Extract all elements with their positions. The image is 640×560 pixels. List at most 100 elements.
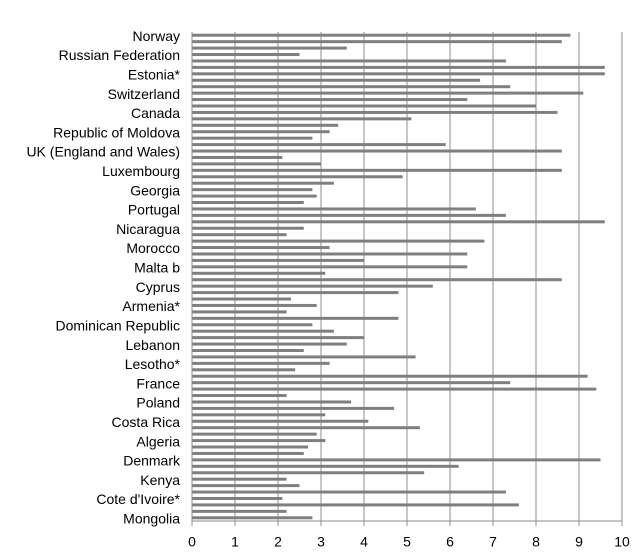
bar [192,316,399,320]
y-tick-label: Cyprus [136,279,180,295]
y-tick-label: Armenia* [122,298,180,314]
bar [192,104,536,108]
bar [192,303,317,307]
bar [192,348,304,352]
x-tick-label: 7 [489,534,497,550]
bar [192,40,562,44]
bar [192,432,317,436]
bar [192,143,446,147]
bar [192,33,571,37]
x-tick-label: 1 [231,534,239,550]
bar [192,91,584,95]
bar [192,284,433,288]
y-tick-label: Nicaragua [116,221,180,237]
bar [192,477,287,481]
bar [192,207,476,211]
bar [192,496,283,500]
bar [192,252,468,256]
bar [192,342,347,346]
bar [192,155,283,159]
y-tick-label: Malta b [134,260,180,276]
bar [192,149,562,153]
bar [192,445,309,449]
bar [192,400,352,404]
bar [192,72,605,76]
bar [192,110,558,114]
x-tick-label: 10 [614,534,630,550]
bar [192,310,287,314]
bar [192,239,485,243]
y-tick-label: Mongolia [123,510,180,526]
x-tick-label: 3 [317,534,325,550]
bar [192,213,506,217]
bar [192,59,506,63]
x-tick-label: 5 [403,534,411,550]
bar [192,323,313,327]
bar [192,162,321,166]
bar [192,46,347,50]
bar [192,484,300,488]
bar [192,471,425,475]
bar [192,503,519,507]
bar [192,355,416,359]
x-tick-label: 4 [360,534,368,550]
y-tick-label: Lesotho* [125,356,181,372]
bar [192,419,369,423]
x-tick-label: 0 [188,534,196,550]
bar [192,85,511,89]
bar [192,168,562,172]
bar [192,188,313,192]
bar [192,361,330,365]
y-tick-label: Costa Rica [112,414,181,430]
bar [192,439,326,443]
bar [192,117,412,121]
bar [192,381,511,385]
bar [192,394,287,398]
bar [192,136,313,140]
x-tick-label: 8 [532,534,540,550]
bar [192,130,330,134]
y-tick-label: Russian Federation [59,47,180,63]
x-tick-label: 2 [274,534,282,550]
y-tick-label: Estonia* [128,67,181,83]
bar [192,374,588,378]
bar [192,329,334,333]
y-tick-label: Poland [136,395,180,411]
bar [192,258,364,262]
bar [192,271,326,275]
bar [192,65,605,69]
bar [192,53,300,57]
y-tick-label: Kenya [140,472,180,488]
y-tick-label: Dominican Republic [55,317,180,333]
bar [192,451,304,455]
y-tick-label: Norway [133,28,180,44]
y-tick-label: Switzerland [108,86,180,102]
bar [192,246,330,250]
bar [192,181,334,185]
y-tick-label: UK (England and Wales) [26,144,180,160]
y-tick-label: Morocco [126,240,180,256]
bar [192,509,287,513]
bar [192,123,339,127]
bar [192,233,287,237]
bar [192,406,395,410]
bar [192,413,326,417]
bar [192,78,481,82]
bar [192,278,562,282]
y-tick-label: Republic of Moldova [53,124,180,140]
bar [192,226,304,230]
bar [192,516,313,520]
bar [192,368,296,372]
y-tick-label: Cote d'Ivoire* [96,491,180,507]
y-tick-label: Georgia [130,182,180,198]
y-tick-label: Canada [131,105,180,121]
y-tick-label: Portugal [128,202,180,218]
bar [192,175,403,179]
bar [192,458,601,462]
bar [192,291,399,295]
bar [192,297,291,301]
x-tick-label: 6 [446,534,454,550]
y-tick-label: Algeria [136,433,180,449]
bar [192,201,304,205]
y-tick-label: Luxembourg [102,163,180,179]
